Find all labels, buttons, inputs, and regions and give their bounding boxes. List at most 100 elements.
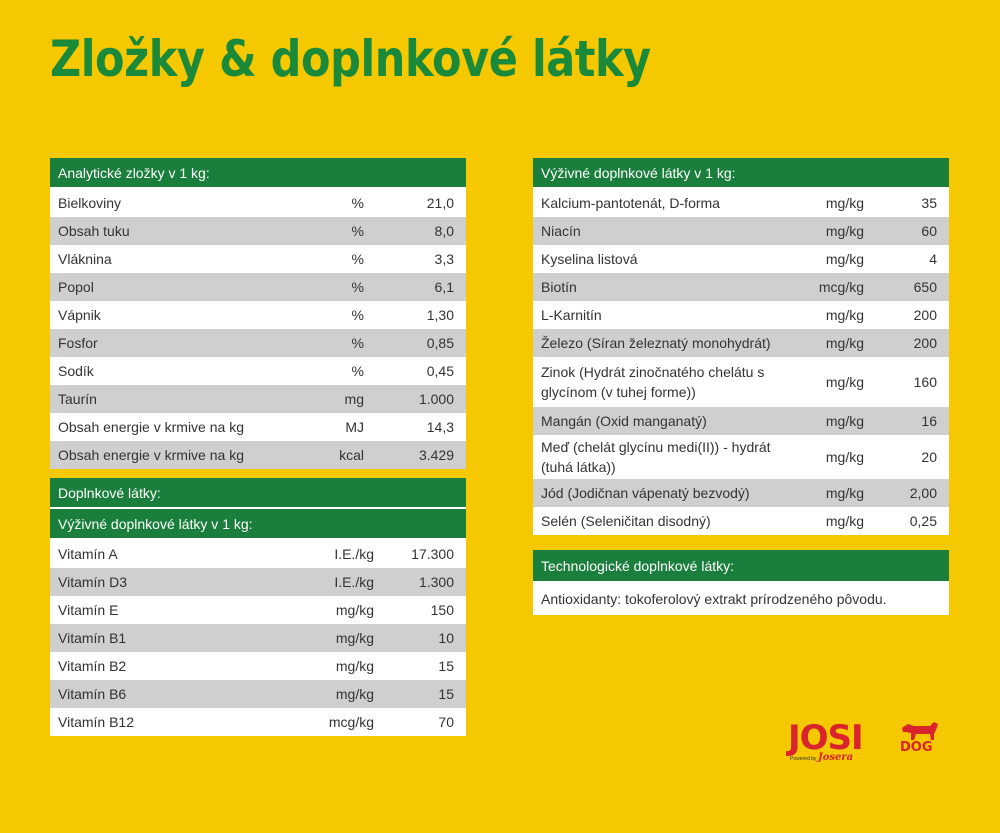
row-value: 14,3: [426, 419, 454, 435]
row-name: Selén (Seleničitan disodný): [541, 513, 711, 529]
table-row: Železo (Síran železnatý monohydrát) mg/kg…: [533, 329, 949, 357]
table-row: Vitamín B1 mg/kg 10: [50, 624, 466, 652]
row-value: 8,0: [434, 223, 454, 239]
nutritional-rows: Kalcium-pantotenát, D-forma mg/kg 35 Niacín…: [533, 189, 949, 535]
page-title: Zložky & doplnkové látky: [50, 30, 651, 88]
row-name: Fosfor: [58, 335, 98, 351]
row-unit: mg/kg: [825, 195, 864, 211]
analytical-table: Analytické zložky v 1 kg: Bielkoviny% 21,…: [50, 158, 466, 469]
table-row: Zinok (Hydrát zinočnatého chelátu s glyc…: [533, 357, 949, 407]
table-row: Vitamín B12 mcg/kg 70: [50, 708, 466, 736]
row-value: 15: [438, 686, 454, 702]
row-name: Obsah energie v krmive na kg: [58, 447, 244, 463]
row-unit: MJ: [345, 419, 364, 435]
row-value: 650: [913, 279, 937, 295]
row-value: 20: [921, 449, 937, 465]
table-row: Vitamín E mg/kg 150: [50, 596, 466, 624]
row-name: L-Karnitín: [541, 307, 602, 323]
row-name: Mangán (Oxid manganatý): [541, 413, 707, 429]
row-value: 200: [913, 335, 937, 351]
row-value: 0,85: [426, 335, 454, 351]
table-row: Obsah energie v krmive na kg MJ 14,3: [50, 413, 466, 441]
logo-dog: DOG: [900, 740, 933, 755]
table-row: Niacín mg/kg 60: [533, 217, 949, 245]
row-value: 0,25: [909, 513, 937, 529]
row-name: Vláknina: [58, 251, 112, 267]
row-name: Obsah energie v krmive na kg: [58, 419, 244, 435]
row-unit: mg/kg: [825, 449, 864, 465]
table-row: Sodík% 0,45: [50, 357, 466, 385]
row-name: Vitamín B12: [58, 714, 135, 730]
row-unit: mg/kg: [825, 251, 864, 267]
row-value: 35: [921, 195, 937, 211]
row-unit: mg/kg: [825, 413, 864, 429]
table-row: Obsah tuku% 8,0: [50, 217, 466, 245]
row-value: 0,45: [426, 363, 454, 379]
row-name: Sodík: [58, 363, 94, 379]
row-name: Vitamín E: [58, 602, 119, 618]
table-row: Vláknina% 3,3: [50, 245, 466, 273]
table-row: Vitamín D3 I.E./kg 1.300: [50, 568, 466, 596]
row-value: 17.300: [411, 546, 454, 562]
table-row: Jód (Jodičnan vápenatý bezvodý) mg/kg 2,00: [533, 479, 949, 507]
technological-header: Technologické doplnkové látky:: [533, 550, 949, 583]
table-row: Vitamín A I.E./kg 17.300: [50, 540, 466, 568]
additives-table: Doplnkové látky: Výživné doplnkové látky…: [50, 478, 466, 736]
logo-powered: Powered by: [790, 756, 817, 762]
dog-icon: [902, 722, 938, 740]
row-name: Vitamín B1: [58, 630, 127, 646]
row-unit: mg/kg: [825, 485, 864, 501]
row-name: Biotín: [541, 279, 577, 295]
technological-table: Technologické doplnkové látky: Antioxida…: [533, 550, 949, 615]
row-value: 1,30: [426, 307, 454, 323]
row-name: Popol: [58, 279, 94, 295]
row-unit: I.E./kg: [334, 546, 374, 562]
row-unit: mg/kg: [335, 630, 374, 646]
table-row: Taurín mg 1.000: [50, 385, 466, 413]
row-unit: %: [351, 307, 364, 323]
table-row: Kyselina listová mg/kg 4: [533, 245, 949, 273]
row-unit: %: [351, 335, 364, 351]
row-unit: mg/kg: [335, 686, 374, 702]
row-name: Taurín: [58, 391, 97, 407]
row-unit: mg: [344, 391, 364, 407]
row-name: Kalcium-pantotenát, D-forma: [541, 195, 720, 211]
row-unit: kcal: [339, 447, 364, 463]
table-row: Vápnik% 1,30: [50, 301, 466, 329]
row-unit: mg/kg: [825, 335, 864, 351]
row-name: Zinok (Hydrát zinočnatého chelátu s glyc…: [541, 364, 765, 400]
row-value: 70: [438, 714, 454, 730]
row-value: 150: [430, 602, 454, 618]
row-name: Vápnik: [58, 307, 101, 323]
row-value: 15: [438, 658, 454, 674]
row-name: Bielkoviny: [58, 195, 122, 211]
row-value: 4: [929, 251, 937, 267]
table-row: L-Karnitín mg/kg 200: [533, 301, 949, 329]
logo-josera: Josera: [818, 752, 854, 763]
table-row: Bielkoviny% 21,0: [50, 189, 466, 217]
row-name: Vitamín B2: [58, 658, 127, 674]
row-unit: mg/kg: [825, 307, 864, 323]
row-name: Kyselina listová: [541, 251, 638, 267]
row-unit: %: [351, 223, 364, 239]
row-name: Niacín: [541, 223, 581, 239]
table-row: Meď (chelát glycínu medi(II)) - hydrát (…: [533, 435, 949, 479]
table-row: Vitamín B2 mg/kg 15: [50, 652, 466, 680]
row-unit: mg/kg: [825, 374, 864, 390]
row-value: 3.429: [418, 447, 454, 463]
row-unit: mg/kg: [825, 223, 864, 239]
row-value: 6,1: [434, 279, 454, 295]
additives-rows: Vitamín A I.E./kg 17.300 Vitamín D3 I.E./kg 1…: [50, 540, 466, 736]
row-value: 200: [913, 307, 937, 323]
logo-brand: JOSI: [788, 718, 864, 758]
row-unit: %: [351, 251, 364, 267]
row-unit: mcg/kg: [328, 714, 374, 730]
row-value: 16: [921, 413, 937, 429]
additives-subheader: Výživné doplnkové látky v 1 kg:: [50, 509, 466, 540]
row-unit: I.E./kg: [334, 574, 374, 590]
additives-header: Doplnkové látky:: [50, 478, 466, 509]
table-row: Biotín mcg/kg 650: [533, 273, 949, 301]
row-name: Meď (chelát glycínu medi(II)) - hydrát (…: [541, 439, 771, 475]
row-value: 1.000: [418, 391, 454, 407]
row-value: 2,00: [909, 485, 937, 501]
